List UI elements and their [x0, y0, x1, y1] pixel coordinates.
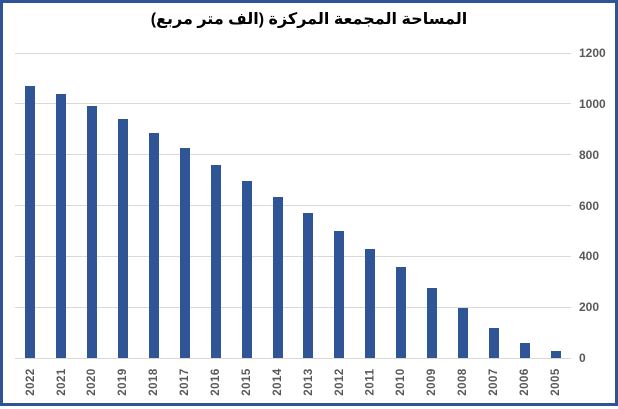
bar-2011: [365, 248, 376, 358]
bar-slot: [108, 53, 139, 358]
gridline: [15, 52, 571, 54]
x-label-slot: 2007: [478, 361, 509, 403]
bar-2019: [118, 119, 129, 358]
x-label-slot: 2015: [231, 361, 262, 403]
bar-slot: [262, 53, 293, 358]
x-label-slot: 2016: [200, 361, 231, 403]
gridline: [15, 154, 571, 156]
y-tick-label: 0: [579, 351, 586, 365]
y-tick-label: 800: [579, 147, 600, 162]
x-label-slot: 2017: [169, 361, 200, 403]
bar-slot: [200, 53, 231, 358]
bar-2017: [179, 148, 190, 358]
x-label-slot: 2022: [15, 361, 46, 403]
x-tick-label: 2021: [55, 368, 68, 396]
bar-slot: [139, 53, 170, 358]
x-axis-labels: 2022 2021 2020 2019 2018 2017 2016 2015 2014 2013…: [15, 361, 571, 403]
x-tick-label: 2006: [518, 368, 531, 396]
bar-2006: [519, 342, 530, 358]
bar-slot: [509, 53, 540, 358]
x-tick-label: 2016: [209, 368, 222, 396]
x-tick-label: 2019: [117, 368, 130, 396]
bar-slot: [417, 53, 448, 358]
x-tick-label: 2011: [364, 368, 377, 396]
y-tick-label: 1000: [579, 96, 606, 111]
bar-slot: [478, 53, 509, 358]
x-label-slot: 2011: [355, 361, 386, 403]
y-axis-labels: 0 200 400 600 800 1000 1200: [579, 3, 617, 409]
bar-2009: [427, 287, 438, 358]
x-label-slot: 2014: [262, 361, 293, 403]
y-tick-label: 200: [579, 300, 600, 315]
x-tick-label: 2010: [395, 368, 408, 396]
plot-area: [15, 52, 571, 359]
bar-slot: [386, 53, 417, 358]
y-tick-label: 1200: [579, 46, 606, 60]
bar-slot: [324, 53, 355, 358]
x-tick-label: 2012: [333, 368, 346, 396]
x-tick-label: 2005: [549, 368, 562, 396]
x-label-slot: 2020: [77, 361, 108, 403]
x-tick-label: 2014: [271, 368, 284, 396]
bar-slot: [231, 53, 262, 358]
gridline: [15, 357, 571, 359]
x-label-slot: 2006: [509, 361, 540, 403]
bar-slot: [77, 53, 108, 358]
chart-title: المساحة المجمعة المركزة (الف متر مربع): [150, 11, 468, 28]
x-tick-label: 2017: [178, 368, 191, 396]
gridline: [15, 255, 571, 257]
x-label-slot: 2013: [293, 361, 324, 403]
bar-2010: [396, 267, 407, 358]
y-tick-label: 400: [579, 249, 600, 264]
y-tick-label: 600: [579, 198, 600, 213]
bar-slot: [540, 53, 571, 358]
bar-slot: [355, 53, 386, 358]
x-label-slot: 2009: [417, 361, 448, 403]
x-label-slot: 2012: [324, 361, 355, 403]
bar-2013: [303, 213, 314, 358]
gridline: [15, 306, 571, 308]
bar-2022: [25, 86, 36, 358]
x-label-slot: 2008: [447, 361, 478, 403]
bar-2015: [241, 181, 252, 358]
bar-2008: [457, 308, 468, 358]
x-tick-label: 2020: [86, 368, 99, 396]
x-label-slot: 2005: [540, 361, 571, 403]
bars-container: [15, 53, 571, 358]
bar-2016: [210, 164, 221, 358]
bar-slot: [15, 53, 46, 358]
bar-slot: [447, 53, 478, 358]
bar-2021: [56, 94, 67, 358]
x-label-slot: 2018: [139, 361, 170, 403]
bar-2012: [334, 230, 345, 358]
x-tick-label: 2015: [240, 368, 253, 396]
bar-2005: [550, 350, 561, 358]
x-tick-label: 2013: [302, 368, 315, 396]
gridline: [15, 205, 571, 206]
bar-slot: [293, 53, 324, 358]
bar-slot: [46, 53, 77, 358]
bar-2014: [272, 197, 283, 358]
x-label-slot: 2021: [46, 361, 77, 403]
x-label-slot: 2019: [108, 361, 139, 403]
x-tick-label: 2008: [456, 368, 469, 396]
bar-slot: [169, 53, 200, 358]
bar-2007: [488, 327, 499, 358]
x-tick-label: 2022: [24, 368, 37, 396]
x-tick-label: 2009: [426, 368, 439, 396]
x-tick-label: 2007: [487, 368, 500, 396]
gridline: [15, 103, 571, 105]
x-label-slot: 2010: [386, 361, 417, 403]
x-tick-label: 2018: [148, 368, 160, 396]
bar-2018: [149, 132, 159, 358]
bar-2020: [87, 106, 98, 358]
